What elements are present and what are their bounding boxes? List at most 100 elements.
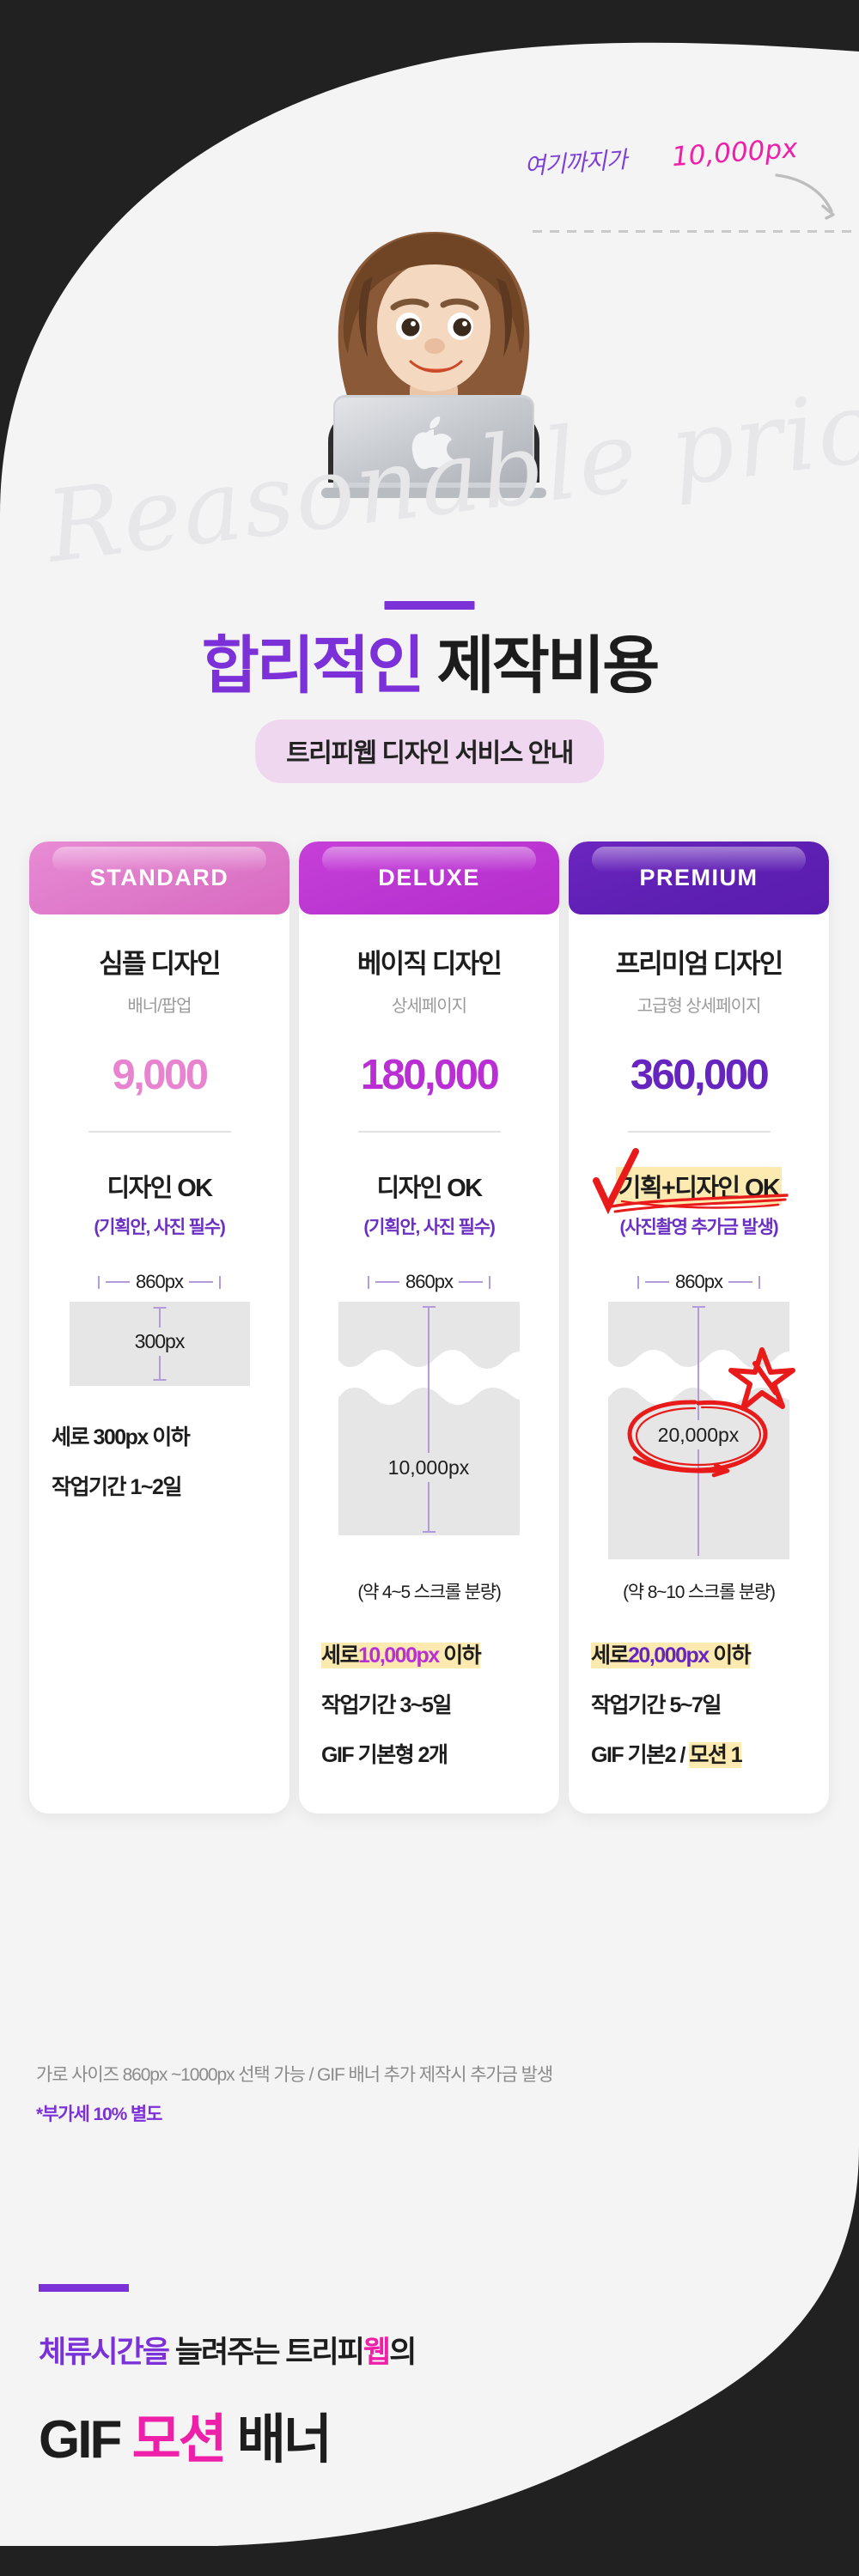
curved-arrow-down-icon xyxy=(775,173,835,220)
handwriting-korean-text: 여기까지가 xyxy=(523,146,628,181)
spec-item: GIF 기본형 2개 xyxy=(321,1743,448,1767)
spec-number: 20,000px xyxy=(628,1643,710,1668)
plan-ok-row: 디자인 OK xyxy=(29,1167,289,1203)
header-gloss xyxy=(52,847,266,872)
width-dimension: 860px xyxy=(594,1270,804,1294)
spec-highlighted: 세로10,000px 이하 xyxy=(321,1643,482,1668)
card-header-premium: PREMIUM xyxy=(569,841,829,914)
hero-divider-bar xyxy=(384,601,475,610)
plan-specs-standard: 세로 300px 이하 작업기간 1~2일 xyxy=(29,1420,289,1501)
plan-specs-premium: 세로20,000px 이하 작업기간 5~7일 GIF 기본2 / 모션 1 xyxy=(569,1638,829,1769)
spec-number: 10,000px xyxy=(358,1643,440,1668)
hero-subtitle-badge: 트리피웹 디자인 서비스 안내 xyxy=(255,720,604,783)
plan-specs-deluxe: 세로10,000px 이하 작업기간 3~5일 GIF 기본형 2개 xyxy=(299,1638,559,1769)
plan-price: 360,000 xyxy=(630,1052,770,1098)
plan-ok-row: 디자인 OK xyxy=(299,1167,559,1203)
bottom-headline: GIF 모션 배너 xyxy=(39,2396,812,2473)
bottom-subtitle: 체류시간을 늘려주는 트리피웹의 xyxy=(39,2328,812,2372)
card-header-deluxe: DELUXE xyxy=(299,841,559,914)
width-dimension: 860px xyxy=(54,1270,265,1294)
spec-item: 세로20,000px 이하 xyxy=(591,1638,807,1669)
torn-page-mockup: 10,000px xyxy=(338,1302,520,1535)
dimension-line-right xyxy=(728,1281,752,1283)
handwriting-px-value: 10,000px xyxy=(670,132,799,173)
page-mockup: 300px xyxy=(69,1302,250,1386)
card-divider xyxy=(88,1131,231,1133)
dimension-cap-left xyxy=(637,1275,640,1289)
size-diagram-deluxe: 860px 10,000px (약 4~5 스크롤 분량) xyxy=(324,1270,534,1604)
page-title-rest: 제작비용 xyxy=(422,631,661,701)
card-header-standard: STANDARD xyxy=(29,841,289,914)
height-label: 20,000px xyxy=(658,1424,740,1446)
width-dimension: 860px xyxy=(324,1270,534,1294)
footnotes: 가로 사이즈 860px ~1000px 선택 가능 / GIF 배너 추가 제… xyxy=(36,2061,835,2126)
bottom-subtitle-brand: 웹 xyxy=(362,2336,391,2369)
dimension-line-left xyxy=(375,1281,400,1283)
pricing-cards: STANDARD 심플 디자인 배너/팝업 9,000 디자인 OK (기획안,… xyxy=(29,841,830,1814)
bottom-subtitle-end: 의 xyxy=(389,2336,417,2369)
scroll-note: (약 8~10 스크롤 분량) xyxy=(623,1583,776,1602)
plan-ok-label: 디자인 OK xyxy=(107,1175,214,1202)
card-divider xyxy=(357,1131,501,1133)
spec-item: 작업기간 3~5일 xyxy=(321,1693,452,1717)
red-hand-circle-icon xyxy=(627,1400,768,1478)
plan-ok-note: (기획안, 사진 필수) xyxy=(94,1218,226,1237)
dimension-cap-left xyxy=(368,1275,370,1289)
plan-ok-label: 디자인 OK xyxy=(376,1175,484,1202)
size-diagram-standard: 860px 300px xyxy=(54,1270,265,1386)
red-hand-star-icon xyxy=(728,1347,795,1411)
height-label: 10,000px xyxy=(388,1456,470,1479)
spec-item: 세로10,000px 이하 xyxy=(321,1638,537,1669)
tier-label: DELUXE xyxy=(378,865,480,890)
handwritten-annotation: 여기까지가 10,000px xyxy=(523,129,835,232)
plan-subtitle: 배너/팝업 xyxy=(127,997,192,1016)
width-label: 860px xyxy=(405,1271,454,1292)
tier-label: PREMIUM xyxy=(639,865,758,890)
page-mockup-stack: 20,000px xyxy=(594,1302,804,1559)
page-mockup-stack: 300px xyxy=(54,1302,265,1386)
plan-ok-note: (사진촬영 추가금 발생) xyxy=(619,1218,779,1237)
spec-item: 세로 300px 이하 xyxy=(52,1425,191,1449)
footnote-sizes: 가로 사이즈 860px ~1000px 선택 가능 / GIF 배너 추가 제… xyxy=(36,2065,553,2085)
dimension-line-left xyxy=(106,1281,131,1283)
bottom-subtitle-mid: 늘려주는 트리피 xyxy=(168,2336,365,2369)
bottom-headline-c: 배너 xyxy=(224,2410,332,2470)
pricing-card-deluxe[interactable]: DELUXE 베이직 디자인 상세페이지 180,000 디자인 OK (기획안… xyxy=(299,841,559,1814)
pricing-card-standard[interactable]: STANDARD 심플 디자인 배너/팝업 9,000 디자인 OK (기획안,… xyxy=(29,841,289,1814)
hero-section: 여기까지가 10,000px xyxy=(0,0,859,850)
spec-text-plain: GIF 기본2 / xyxy=(591,1743,690,1767)
memoji-woman-laptop-icon xyxy=(283,225,584,517)
scroll-note: (약 4~5 스크롤 분량) xyxy=(357,1583,501,1602)
plan-subtitle: 고급형 상세페이지 xyxy=(637,997,762,1016)
measurement-dashed-line xyxy=(533,230,859,233)
plan-ok-note: (기획안, 사진 필수) xyxy=(363,1218,496,1237)
spec-highlighted: 세로20,000px 이하 xyxy=(591,1643,752,1668)
plan-ok-row: 기획+디자인 OK xyxy=(569,1148,829,1215)
apple-logo-icon xyxy=(411,416,454,470)
pricing-card-premium[interactable]: PREMIUM 프리미엄 디자인 고급형 상세페이지 360,000 기획+디자… xyxy=(569,841,829,1814)
dimension-line-right xyxy=(458,1281,483,1283)
plan-subtitle: 상세페이지 xyxy=(392,997,467,1016)
width-label: 860px xyxy=(675,1271,723,1292)
plan-price: 180,000 xyxy=(360,1052,500,1098)
spec-item: 작업기간 1~2일 xyxy=(52,1475,182,1499)
page-title-accent: 합리적인 xyxy=(201,631,425,701)
spec-item: GIF 기본2 / 모션 1 xyxy=(591,1738,807,1769)
plan-name: 프리미엄 디자인 xyxy=(615,949,784,979)
page-mockup-stack: 10,000px xyxy=(324,1302,534,1559)
bottom-divider-bar xyxy=(39,2284,129,2292)
spec-highlighted-motion: 모션 1 xyxy=(689,1742,743,1768)
height-label: 300px xyxy=(127,1327,192,1356)
header-gloss xyxy=(322,847,536,872)
tier-label: STANDARD xyxy=(89,865,229,890)
plan-name: 베이직 디자인 xyxy=(356,949,503,979)
height-cap-bottom xyxy=(153,1379,166,1381)
red-scribble-underline-icon xyxy=(610,1194,789,1213)
spec-item: 작업기간 5~7일 xyxy=(591,1693,722,1717)
dimension-cap-right xyxy=(218,1275,221,1289)
card-divider xyxy=(627,1131,771,1133)
bottom-headline-a: GIF xyxy=(39,2410,132,2470)
dimension-line-right xyxy=(188,1281,213,1283)
dimension-cap-right xyxy=(488,1275,490,1289)
dimension-cap-right xyxy=(758,1275,760,1289)
